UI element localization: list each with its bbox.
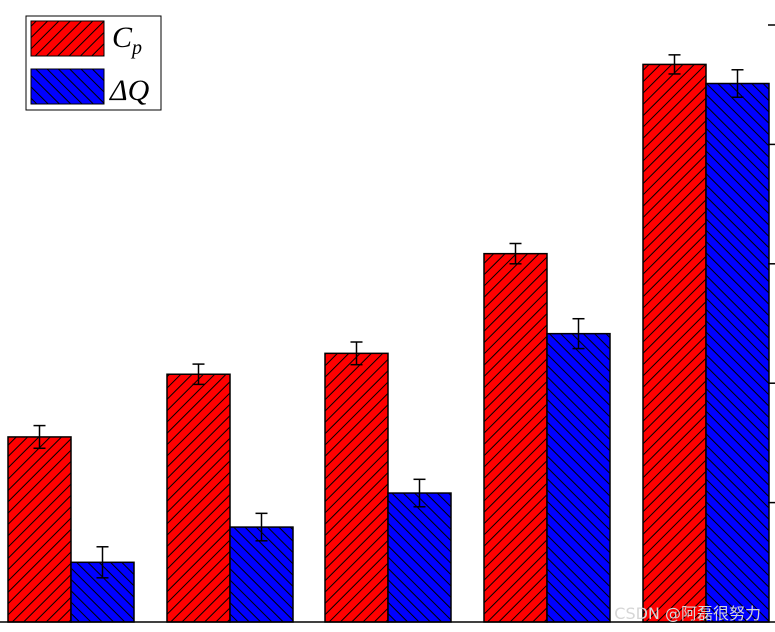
bar-cp-1 <box>7 436 72 623</box>
legend-swatch-cp <box>30 20 105 57</box>
error-bar-dq-5 <box>731 69 744 98</box>
bar-dq-5 <box>705 82 770 623</box>
error-bar-dq-1 <box>96 546 109 579</box>
legend-label-cp: Cp <box>112 21 142 59</box>
legend-label-cp-main: C <box>112 21 133 54</box>
error-bar-dq-3 <box>413 478 426 508</box>
bar-cp-2 <box>166 373 231 623</box>
legend-label-dq: ΔQ <box>109 74 150 107</box>
error-bars-layer <box>33 54 744 579</box>
bar-cp-4 <box>483 252 548 623</box>
legend: Cp ΔQ <box>25 15 162 111</box>
error-bar-cp-1 <box>33 424 46 450</box>
bar-cp-3 <box>324 352 389 623</box>
error-bar-dq-4 <box>572 317 585 350</box>
bar-cp-5 <box>642 63 707 623</box>
legend-label-cp-sub: p <box>130 37 142 59</box>
legend-swatch-dq <box>30 68 105 105</box>
error-bar-cp-2 <box>192 363 205 386</box>
error-bar-cp-5 <box>668 54 681 75</box>
bar-dq-4 <box>546 332 611 623</box>
error-bar-cp-4 <box>509 242 522 265</box>
error-bar-dq-2 <box>255 512 268 542</box>
bars-layer <box>7 63 770 623</box>
right-axis-ticks <box>768 24 775 504</box>
bar-dq-2 <box>229 526 294 623</box>
error-bar-cp-3 <box>350 341 363 366</box>
bar-dq-3 <box>387 492 452 623</box>
